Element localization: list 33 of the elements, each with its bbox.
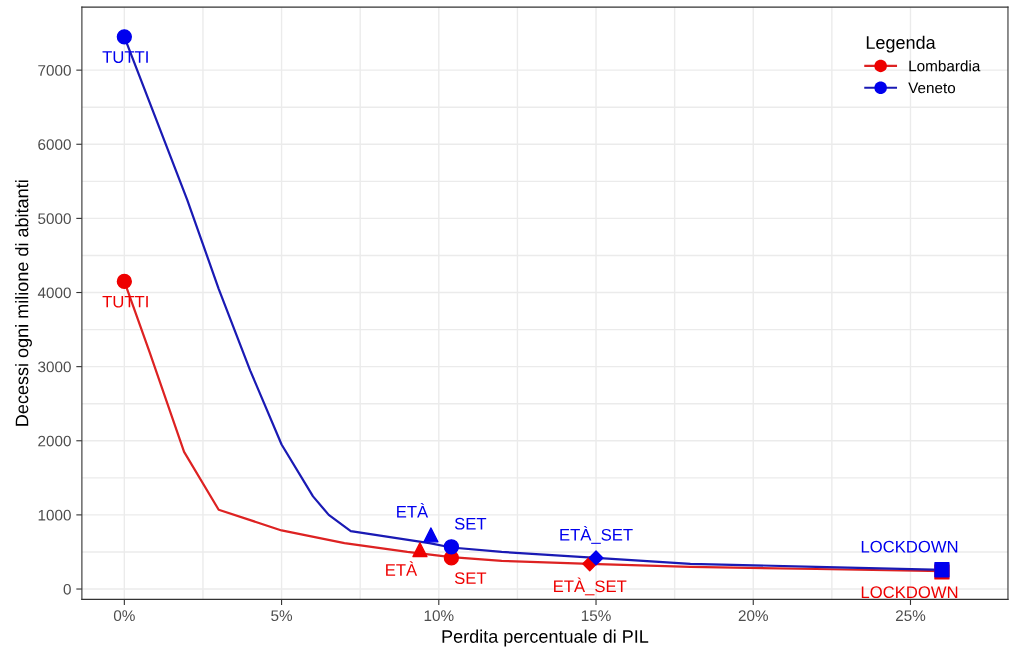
y-tick-label: 6000 [38, 139, 71, 150]
point [423, 527, 439, 543]
y-tick-label: 2000 [38, 435, 71, 447]
x-tick-label: 0% [113, 610, 135, 622]
data-label: ETÀ_SET [554, 577, 627, 596]
y-tick-label: 5000 [38, 213, 71, 225]
y-tick-label: 3000 [38, 361, 71, 373]
x-tick-label: 20% [738, 610, 768, 622]
y-tick-label: 1000 [38, 509, 71, 521]
point [116, 29, 132, 45]
x-tick-label: 5% [271, 610, 293, 622]
point [116, 273, 132, 290]
data-label: ETÀ [397, 503, 429, 518]
y-tick-label: 0 [63, 583, 71, 595]
point [588, 550, 604, 566]
legend-title: Legenda [866, 35, 936, 53]
legend-label: Veneto [908, 82, 956, 94]
data-label: ETÀ_SET [560, 526, 633, 544]
y-axis-title: Decessi ogni milione di abitanti [15, 180, 32, 426]
data-label: SET [454, 517, 487, 530]
data-label: LOCKDOWN [861, 586, 958, 599]
point [443, 539, 460, 555]
x-tick-label: 25% [895, 610, 926, 622]
x-tick-label: 15% [581, 610, 611, 622]
data-label: ETÀ [386, 561, 418, 576]
x-tick-label: 10% [424, 610, 454, 622]
legend-label: Lombardia [909, 60, 981, 72]
point [412, 542, 428, 558]
data-label: SET [454, 572, 487, 585]
y-tick-label: 4000 [37, 287, 71, 299]
data-label: LOCKDOWN [861, 540, 958, 553]
x-axis-title: Perdita percentuale di PIL [442, 629, 649, 647]
y-tick-label: 7000 [38, 65, 71, 76]
